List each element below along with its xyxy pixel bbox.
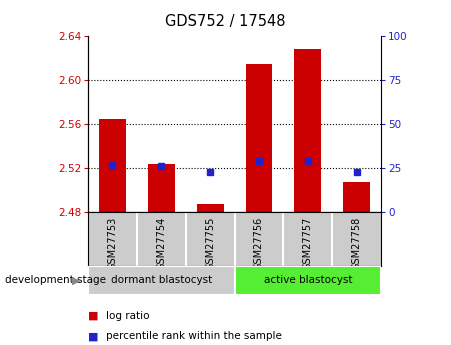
Text: GSM27754: GSM27754 <box>156 216 166 270</box>
Text: GSM27755: GSM27755 <box>205 216 215 270</box>
Text: GSM27756: GSM27756 <box>254 216 264 270</box>
Text: ■: ■ <box>88 332 98 341</box>
Bar <box>245 64 272 212</box>
Text: ▶: ▶ <box>73 275 81 285</box>
Bar <box>99 119 126 212</box>
Text: active blastocyst: active blastocyst <box>263 275 352 285</box>
Bar <box>235 266 381 295</box>
Text: ■: ■ <box>88 311 98 321</box>
Text: log ratio: log ratio <box>106 311 149 321</box>
Text: development stage: development stage <box>5 275 106 285</box>
Bar <box>88 266 235 295</box>
Text: percentile rank within the sample: percentile rank within the sample <box>106 332 282 341</box>
Text: dormant blastocyst: dormant blastocyst <box>110 275 212 285</box>
Text: GSM27758: GSM27758 <box>352 216 362 270</box>
Text: GSM27753: GSM27753 <box>107 216 117 270</box>
Bar <box>295 49 321 212</box>
Bar <box>343 183 370 212</box>
Bar <box>148 164 175 212</box>
Bar <box>197 205 224 212</box>
Text: GDS752 / 17548: GDS752 / 17548 <box>165 14 286 29</box>
Text: GSM27757: GSM27757 <box>303 216 313 270</box>
